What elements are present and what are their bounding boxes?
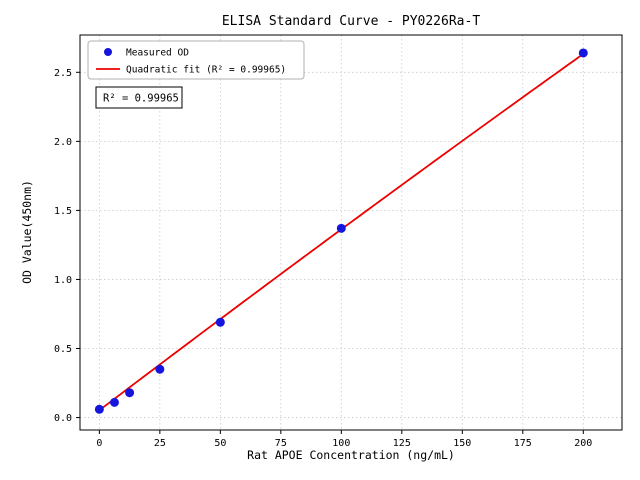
y-tick-label: 0.0 bbox=[54, 413, 72, 424]
data-point bbox=[125, 388, 135, 398]
data-point bbox=[109, 397, 119, 407]
x-tick-label: 50 bbox=[214, 438, 226, 449]
legend: Measured OD Quadratic fit (R² = 0.99965) bbox=[87, 40, 305, 80]
x-tick-label: 100 bbox=[332, 438, 350, 449]
legend-label-fit: Quadratic fit (R² = 0.99965) bbox=[126, 65, 286, 76]
y-tick-label: 0.5 bbox=[54, 344, 72, 355]
data-series bbox=[94, 48, 588, 414]
plot-border bbox=[79, 34, 623, 431]
y-tick-label: 2.5 bbox=[54, 68, 72, 79]
x-tick-label: 125 bbox=[393, 438, 411, 449]
x-tick-label: 75 bbox=[275, 438, 287, 449]
data-point bbox=[578, 48, 588, 58]
chart-title: ELISA Standard Curve - PY0226Ra-T bbox=[222, 14, 480, 29]
x-axis-label: Rat APOE Concentration (ng/mL) bbox=[247, 448, 455, 462]
y-tick-label: 1.5 bbox=[54, 206, 72, 217]
y-tick-label: 1.0 bbox=[54, 275, 72, 286]
data-point bbox=[94, 404, 104, 414]
axis-ticks: 0 25 50 75 100 125 150 175 200 0.0 0.5 1.0 1.5 2.0 2.5 bbox=[54, 68, 592, 449]
x-tick-label: 200 bbox=[574, 438, 592, 449]
legend-box bbox=[87, 40, 305, 80]
data-point bbox=[155, 364, 165, 374]
annotation-text: R² = 0.99965 bbox=[103, 93, 179, 105]
data-point bbox=[336, 223, 346, 233]
r-squared-annotation: R² = 0.99965 bbox=[95, 86, 183, 109]
legend-label-measured: Measured OD bbox=[126, 48, 189, 59]
x-tick-label: 25 bbox=[154, 438, 166, 449]
annotation-box bbox=[95, 86, 183, 109]
legend-scatter-marker-icon bbox=[104, 48, 112, 56]
x-tick-label: 150 bbox=[453, 438, 471, 449]
y-axis-label: OD Value(450nm) bbox=[20, 180, 34, 284]
data-point bbox=[215, 317, 225, 327]
x-tick-label: 0 bbox=[96, 438, 102, 449]
x-tick-label: 175 bbox=[514, 438, 532, 449]
y-tick-label: 2.0 bbox=[54, 137, 72, 148]
